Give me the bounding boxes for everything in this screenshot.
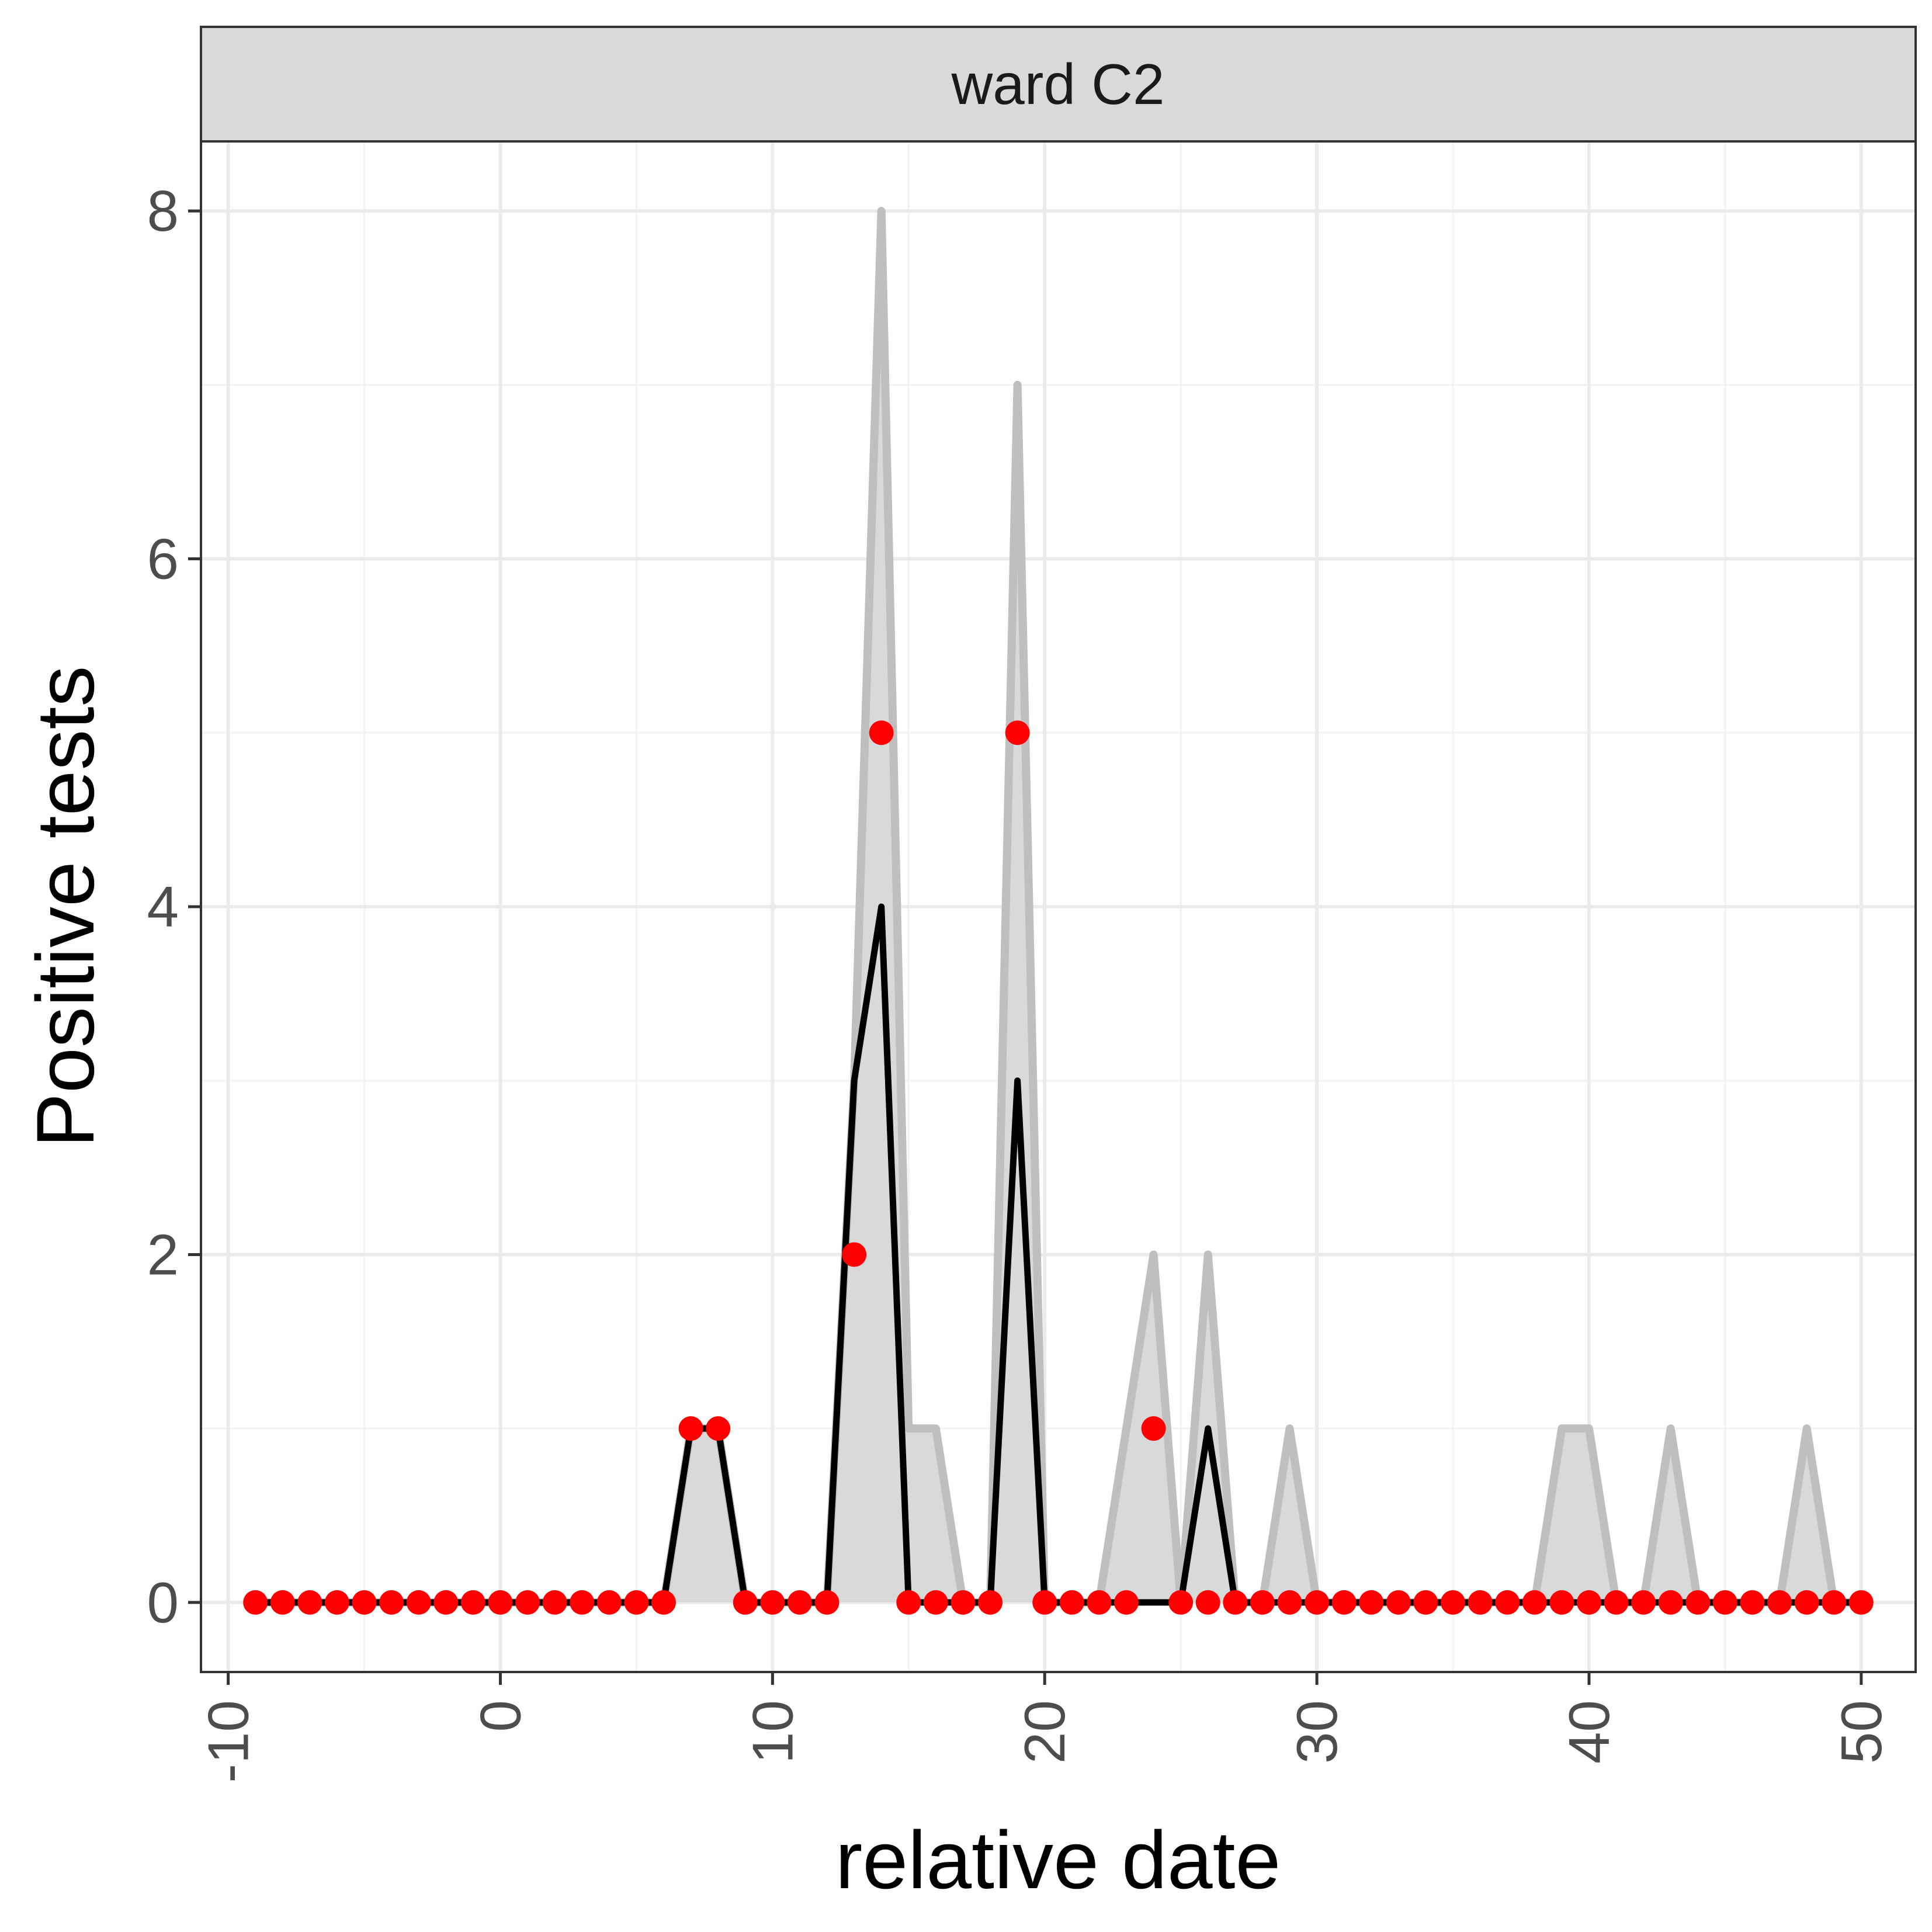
y-tick-label: 4 [147, 875, 179, 939]
data-point [1740, 1590, 1765, 1615]
data-point [1277, 1590, 1302, 1615]
data-point [1522, 1590, 1547, 1615]
data-point [1767, 1590, 1792, 1615]
x-axis-title: relative date [835, 1814, 1281, 1906]
data-point [1576, 1590, 1601, 1615]
data-point [1250, 1590, 1275, 1615]
data-point [923, 1590, 948, 1615]
data-point [1658, 1590, 1683, 1615]
data-point [624, 1590, 649, 1615]
data-point [678, 1416, 703, 1441]
data-point [1441, 1590, 1466, 1615]
data-point [1549, 1590, 1574, 1615]
data-point [1604, 1590, 1629, 1615]
y-axis: 0 2 4 6 8 [147, 179, 201, 1635]
x-axis: -10 0 10 20 30 40 50 [196, 1672, 1893, 1783]
data-point [978, 1590, 1003, 1615]
data-point [842, 1242, 867, 1267]
data-point [1794, 1590, 1819, 1615]
y-tick-label: 0 [147, 1570, 179, 1635]
data-point [951, 1590, 976, 1615]
data-point [1822, 1590, 1847, 1615]
data-point [1631, 1590, 1656, 1615]
data-point [352, 1590, 377, 1615]
data-point [1359, 1590, 1384, 1615]
data-point [1087, 1590, 1112, 1615]
data-point [787, 1590, 812, 1615]
data-point [324, 1590, 349, 1615]
data-point [1712, 1590, 1737, 1615]
data-point [1005, 720, 1030, 745]
y-tick-label: 2 [147, 1222, 179, 1286]
data-point [706, 1416, 731, 1441]
data-point [297, 1590, 322, 1615]
x-tick-label: 50 [1829, 1700, 1893, 1764]
data-point [1413, 1590, 1438, 1615]
data-point [1331, 1590, 1357, 1615]
data-point [460, 1590, 485, 1615]
data-point [1032, 1590, 1057, 1615]
data-point [1059, 1590, 1084, 1615]
data-point [1195, 1590, 1220, 1615]
data-point [1848, 1590, 1874, 1615]
data-point [488, 1590, 513, 1615]
x-tick-label: 10 [740, 1700, 804, 1764]
data-point [1141, 1416, 1166, 1441]
data-point [1305, 1590, 1330, 1615]
y-tick-label: 8 [147, 179, 179, 243]
y-tick-label: 6 [147, 527, 179, 591]
data-point [596, 1590, 622, 1615]
data-point [1223, 1590, 1248, 1615]
data-point [270, 1590, 295, 1615]
data-point [1386, 1590, 1411, 1615]
data-point [733, 1590, 758, 1615]
data-point [379, 1590, 404, 1615]
data-point [1495, 1590, 1520, 1615]
data-point [406, 1590, 431, 1615]
data-point [1114, 1590, 1139, 1615]
data-point [1168, 1590, 1194, 1615]
x-tick-label: 30 [1285, 1700, 1349, 1764]
data-point [1468, 1590, 1493, 1615]
facet-strip [200, 26, 1917, 143]
data-point [243, 1590, 268, 1615]
data-point [814, 1590, 840, 1615]
y-axis-title: Positive tests [19, 666, 111, 1148]
data-point [651, 1590, 676, 1615]
data-point [1685, 1590, 1711, 1615]
x-tick-label: -10 [196, 1700, 261, 1783]
x-tick-label: 20 [1012, 1700, 1077, 1764]
x-tick-label: 0 [468, 1700, 532, 1732]
data-point [570, 1590, 595, 1615]
x-tick-label: 40 [1557, 1700, 1621, 1764]
data-point [542, 1590, 567, 1615]
data-point [515, 1590, 540, 1615]
red-points [243, 720, 1874, 1615]
facet-label: ward C2 [951, 52, 1165, 116]
data-point [760, 1590, 785, 1615]
data-point [869, 720, 894, 745]
data-point [433, 1590, 459, 1615]
data-point [896, 1590, 921, 1615]
